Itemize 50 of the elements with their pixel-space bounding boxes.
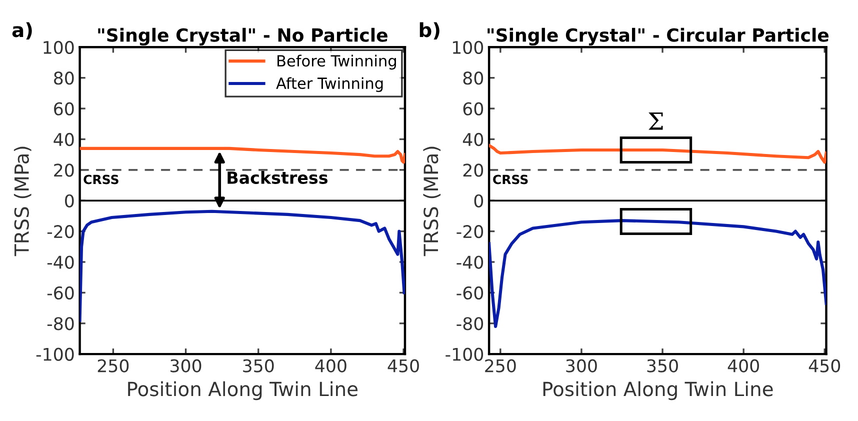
line-series <box>489 144 826 164</box>
y-axis-title: TRSS (MPa) <box>14 146 32 256</box>
x-tick-label: 350 <box>243 359 274 372</box>
x-tick-label: 250 <box>98 359 129 372</box>
y-tick-label: -40 <box>47 256 74 269</box>
x-tick-label: 450 <box>808 359 840 372</box>
y-tick-label: 60 <box>54 102 74 116</box>
x-axis-title: Position Along Twin Line <box>128 381 358 400</box>
ref-line-label: CRSS <box>84 174 118 184</box>
text: a) <box>12 22 32 40</box>
y-tick-label: -20 <box>456 225 484 238</box>
y-tick-label: 40 <box>462 132 484 146</box>
x-axis-title: Position Along Twin Line <box>543 381 773 400</box>
x-tick-label: 300 <box>566 359 597 372</box>
y-tick-label: 20 <box>463 164 484 177</box>
chart-title: "Single Crystal" - Circular Particle <box>488 28 829 46</box>
y-tick-label: 0 <box>65 194 74 208</box>
y-tick-label: 100 <box>44 40 74 54</box>
y-tick-label: -100 <box>36 348 74 361</box>
y-tick-label: 20 <box>54 164 74 177</box>
annotation: Backstress <box>228 171 328 184</box>
legend-label: Before Twinning <box>277 54 396 70</box>
line-series <box>489 219 826 328</box>
y-tick-label: 80 <box>54 72 74 85</box>
x-tick-label: 450 <box>388 359 419 372</box>
y-tick-label: -80 <box>456 317 484 330</box>
annotation: Σ <box>648 112 663 130</box>
x-tick-label: 400 <box>315 359 346 372</box>
y-tick-label: 0 <box>474 194 484 208</box>
line-series <box>80 146 405 164</box>
x-tick-label: 250 <box>485 359 516 372</box>
y-tick-label: -80 <box>47 317 74 330</box>
y-tick-label: 100 <box>452 40 484 54</box>
ref-line-label: CRSS <box>493 174 528 184</box>
y-tick-label: -60 <box>47 286 74 300</box>
legend-label: After Twinning <box>276 77 383 92</box>
text: b) <box>420 22 440 40</box>
y-tick-label: 80 <box>463 72 484 85</box>
x-tick-label: 300 <box>170 359 202 372</box>
line-series <box>80 210 405 322</box>
x-tick-label: 400 <box>728 359 759 372</box>
y-tick-label: 60 <box>463 102 484 116</box>
y-axis-title: TRSS (MPa) <box>423 146 441 256</box>
y-tick-label: -100 <box>446 348 484 361</box>
y-tick-label: -60 <box>456 286 484 300</box>
y-tick-label: -20 <box>47 225 74 238</box>
y-tick-label: 40 <box>54 132 74 146</box>
x-tick-label: 350 <box>647 359 678 372</box>
y-tick-label: -40 <box>456 256 484 269</box>
chart-title: "Single Crystal" - No Particle <box>98 28 388 46</box>
